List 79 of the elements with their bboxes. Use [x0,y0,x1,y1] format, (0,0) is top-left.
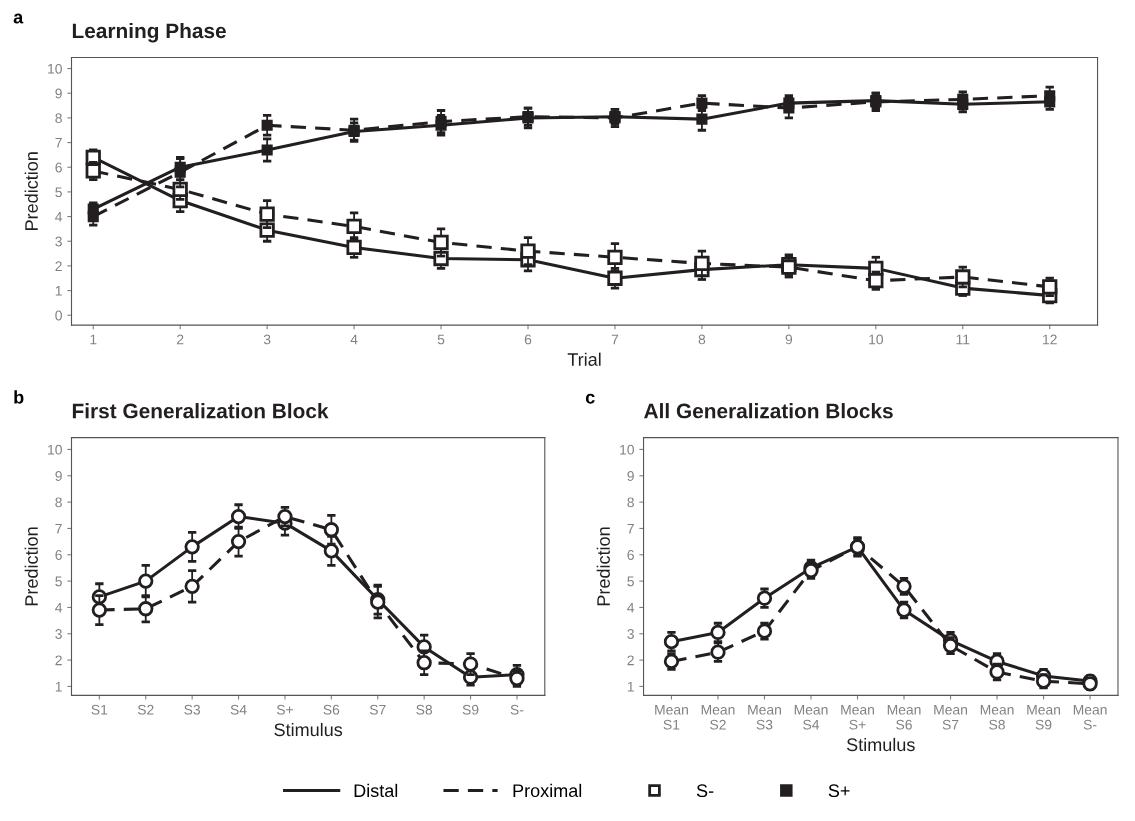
y-tick-label: 9 [627,471,634,481]
x-tick-label: Mean S2 [701,704,735,730]
x-tick-label: S1 [91,704,108,715]
x-tick-label: 12 [1043,334,1057,345]
y-tick-label: 7 [627,523,634,534]
x-axis-title: Stimulus [274,722,343,737]
chart-title: Learning Phase [72,22,226,43]
legend-label: S+ [828,784,850,798]
y-tick-label: 7 [55,523,62,534]
y-tick-label: 6 [55,550,62,560]
x-tick-label: 1 [90,334,97,345]
y-tick-label: 8 [55,497,62,508]
y-tick-label: 1 [55,286,62,296]
x-tick-label: S2 [137,704,154,715]
x-tick-label: 7 [611,334,619,345]
y-tick-label: 0 [55,310,62,321]
y-tick-label: 9 [55,88,62,99]
y-tick-label: 4 [55,602,63,613]
y-tick-label: 8 [627,497,634,508]
x-tick-label: S4 [230,704,247,715]
y-tick-label: 6 [627,550,634,560]
y-axis-title: Prediction [24,527,38,606]
x-tick-label: Mean S- [1073,704,1107,730]
x-tick-label: 11 [956,334,970,345]
x-tick-label: 4 [350,334,358,345]
x-tick-label: S6 [323,704,340,715]
text: a [13,13,24,24]
x-tick-label: S+ [276,704,293,715]
y-tick-label: 3 [55,629,62,639]
y-tick-label: 10 [48,444,62,455]
y-axis-title: Prediction [596,527,610,606]
y-tick-label: 5 [55,576,62,587]
x-tick-label: Mean S7 [934,704,967,730]
x-tick-label: 9 [785,334,793,345]
y-tick-label: 2 [627,655,634,666]
x-tick-label: 8 [698,334,706,345]
y-tick-label: 2 [55,261,62,271]
y-tick-label: 1 [627,681,634,692]
x-tick-label: 6 [524,334,532,345]
y-tick-label: 3 [55,236,62,247]
y-tick-label: 8 [55,113,62,124]
y-tick-label: 6 [55,162,62,173]
x-tick-label: Mean S3 [748,704,781,730]
x-tick-label: S3 [184,704,201,715]
y-tick-label: 10 [620,444,634,455]
y-tick-label: 4 [55,212,63,222]
x-tick-label: 3 [263,334,271,345]
y-tick-label: 2 [55,655,62,666]
y-tick-label: 3 [627,629,634,639]
x-tick-label: 5 [437,334,445,345]
y-tick-label: 1 [55,681,62,692]
x-tick-label: Mean S6 [887,704,921,730]
x-tick-label: S8 [416,704,433,715]
chart-title: First Generalization Block [72,403,329,419]
text: b [14,390,24,404]
legend-label: Distal [354,783,398,798]
y-axis-title: Prediction [24,152,38,230]
x-tick-label: Mean S4 [794,704,828,730]
x-axis-title: Stimulus [846,737,915,752]
y-tick-label: 9 [55,471,62,481]
legend-label: Proximal [513,783,582,798]
y-tick-label: 5 [55,187,62,198]
y-tick-label: 4 [627,602,635,613]
x-tick-label: Mean S8 [980,704,1014,730]
y-tick-label: 5 [627,576,634,587]
x-tick-label: S9 [462,704,479,715]
x-axis-title: Trial [567,352,601,366]
x-tick-label: Mean S9 [1027,704,1061,730]
x-tick-label: 10 [869,334,883,345]
x-tick-label: S7 [369,704,386,715]
y-tick-label: 7 [55,138,62,148]
x-tick-label: S- [510,704,524,715]
x-tick-label: 2 [177,334,184,345]
chart-title: All Generalization Blocks [644,403,893,419]
legend-label: S- [696,784,714,798]
text: c [585,393,595,404]
x-tick-label: Mean S+ [841,704,874,730]
x-tick-label: Mean S1 [655,704,688,730]
y-tick-label: 10 [48,63,62,74]
